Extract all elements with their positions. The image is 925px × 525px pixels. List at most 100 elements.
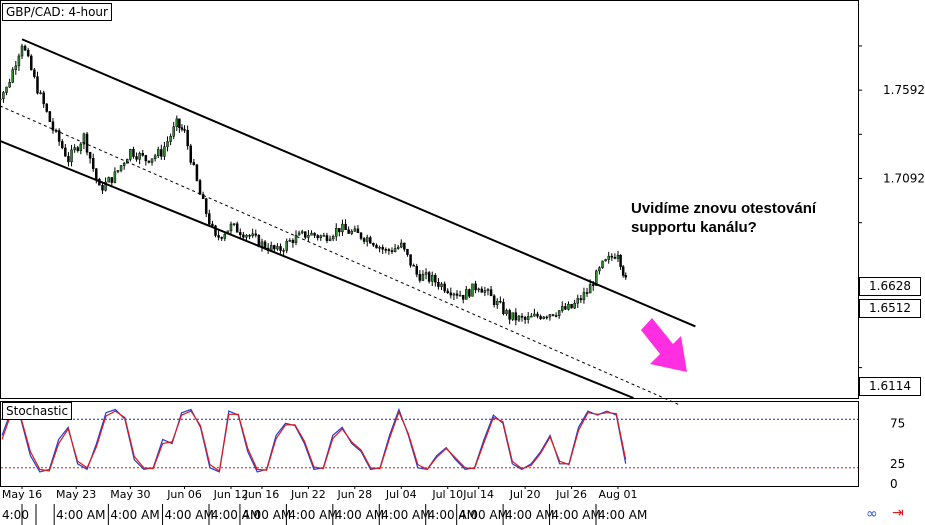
stoch-tick-label: 25 [890, 457, 905, 471]
candle-body [208, 213, 211, 225]
candle-body [288, 239, 292, 242]
candle-body [601, 260, 604, 268]
candle-body [474, 283, 477, 291]
indicator-title: Stochastic [2, 402, 73, 420]
x-time-label: 4:00 AM [552, 508, 601, 522]
candle-body [73, 147, 76, 151]
candle-body [588, 284, 592, 294]
candle-body [499, 300, 502, 303]
candle-body [424, 272, 428, 275]
candle-body [260, 241, 264, 247]
candle-body [551, 314, 555, 316]
candle-body [607, 255, 610, 260]
candle-body [492, 295, 496, 305]
candle-body [163, 146, 166, 157]
candle-body [344, 223, 347, 230]
candle-body [110, 177, 114, 183]
candle-body [452, 293, 456, 296]
candle-body [294, 234, 298, 243]
candle-body [64, 147, 67, 157]
candle-body [282, 250, 285, 252]
candle-body [387, 249, 391, 251]
candle-body [316, 235, 319, 239]
candle-body [33, 69, 36, 77]
arrow-icon[interactable]: ⇥ [892, 505, 904, 521]
x-time-label: 4:00 AM [56, 508, 105, 522]
candle-body [307, 235, 310, 238]
candle-body [421, 274, 425, 281]
candle-body [489, 289, 493, 297]
chain-link-icon[interactable]: ∞ [866, 506, 878, 522]
x-time-label: 4:00 AM [288, 508, 337, 522]
main-panel [0, 0, 859, 487]
candle-body [30, 55, 33, 71]
channel-lower-line [0, 140, 634, 399]
pink-arrow-shape [641, 318, 687, 372]
candle-body [458, 294, 462, 297]
candle-body [82, 133, 86, 145]
candlesticks [0, 43, 627, 326]
candle-body [60, 141, 64, 149]
candle-body [132, 149, 135, 157]
candle-body [356, 228, 360, 234]
axes: 1.7592 1.7092 May 16 May 23 May 30 Jun 06 Jun … [2, 45, 925, 525]
candle-body [375, 244, 378, 249]
candle-body [273, 245, 276, 250]
stoch-k-line [1, 407, 627, 473]
stoch-tick-label: 75 [890, 416, 905, 430]
stoch-tick-label: 0 [890, 477, 898, 491]
candle-body [150, 158, 154, 163]
candle-body [536, 313, 539, 317]
x-time-label: 4:00 AM [428, 508, 477, 522]
candle-body [51, 121, 55, 131]
candle-body [396, 246, 400, 249]
candle-body [223, 233, 227, 239]
candle-body [2, 92, 5, 100]
candle-body [119, 165, 123, 171]
candle-body [153, 155, 157, 159]
candle-body [251, 233, 254, 237]
candle-body [322, 235, 326, 237]
candle-body [14, 65, 18, 70]
candle-body [183, 129, 186, 131]
candle-body [335, 228, 338, 237]
candle-body [11, 69, 14, 83]
candle-body [166, 141, 169, 147]
x-time-label: 4:00 AM [110, 508, 159, 522]
candle-body [430, 275, 434, 282]
candle-body [582, 292, 586, 301]
candle-body [141, 153, 144, 156]
candle-body [468, 289, 471, 297]
candle-body [201, 194, 205, 199]
candle-body [116, 170, 120, 173]
candle-body [409, 254, 412, 266]
candle-body [48, 111, 52, 123]
candle-body [412, 265, 415, 267]
candle-body [232, 223, 236, 225]
candle-body [248, 235, 251, 237]
x-date-label: Jul 04 [385, 488, 417, 501]
candle-body [235, 223, 239, 233]
candle-body [381, 247, 384, 250]
candle-body [107, 177, 110, 183]
candle-body [239, 232, 242, 236]
x-date-label: May 30 [110, 488, 150, 501]
candle-body [554, 315, 558, 317]
candle-body [319, 235, 323, 239]
candle-body [496, 300, 499, 305]
candle-body [440, 283, 443, 287]
candle-body [104, 181, 107, 191]
pink-arrow-icon [641, 318, 687, 372]
annotation-line-1: Uvidíme znovu otestování [631, 200, 817, 217]
candle-body [619, 254, 622, 267]
candle-body [211, 223, 214, 227]
candle-body [561, 306, 564, 311]
candle-body [616, 254, 620, 259]
stoch-frame [0, 401, 859, 487]
candle-body [178, 118, 181, 128]
candle-body [147, 160, 151, 163]
x-date-label: Jul 26 [555, 488, 587, 501]
candle-body [341, 223, 344, 233]
candle-body [189, 145, 192, 163]
